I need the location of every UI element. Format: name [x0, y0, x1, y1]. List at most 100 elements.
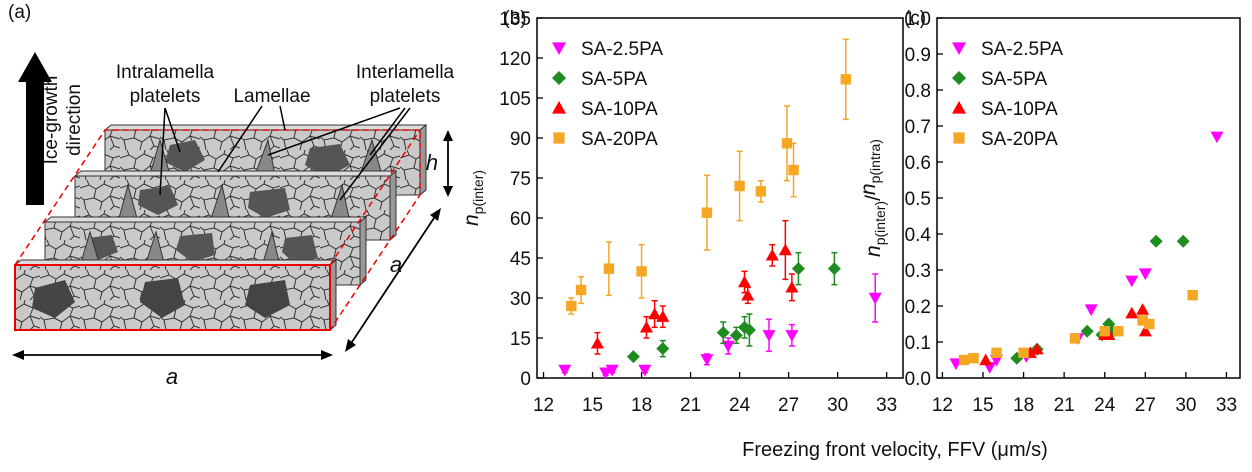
interlamella-label: Interlamella	[356, 62, 455, 83]
y-axis-label: np(inter)	[460, 170, 486, 226]
marker	[781, 138, 793, 149]
marker	[1069, 333, 1081, 344]
y-tick-label: 120	[499, 49, 531, 70]
marker	[700, 354, 714, 366]
marker	[1144, 318, 1155, 330]
marker	[991, 347, 1002, 358]
x-tick-label: 30	[827, 395, 848, 416]
marker	[1136, 303, 1150, 315]
legend-label: SA-10PA	[581, 99, 658, 120]
marker	[738, 275, 752, 288]
x-tick-label: 27	[778, 395, 799, 416]
y-axis-label-part: p(inter)	[470, 170, 486, 214]
marker	[626, 350, 640, 364]
marker	[1210, 131, 1224, 144]
legend-marker	[953, 132, 965, 144]
y-tick-label: 45	[510, 249, 531, 270]
marker	[785, 280, 799, 293]
marker	[827, 262, 841, 276]
marker	[1138, 268, 1152, 281]
marker	[701, 207, 713, 218]
y-tick-label: 75	[510, 169, 531, 190]
leader-lines	[159, 105, 411, 201]
marker	[741, 288, 755, 301]
intralamella-label: platelets	[130, 86, 201, 107]
y-tick-label: 0.1	[905, 333, 931, 354]
marker	[638, 364, 652, 377]
marker	[590, 336, 604, 349]
marker	[566, 300, 577, 312]
marker	[716, 326, 730, 340]
y-axis-label-part: n	[862, 245, 885, 257]
legend-marker	[552, 42, 566, 55]
marker	[765, 248, 779, 261]
legend-label: SA-5PA	[581, 69, 648, 90]
growth-label: Ice-growth	[41, 76, 62, 165]
x-tick-label: 33	[876, 395, 897, 416]
depth-label: a	[390, 252, 402, 277]
x-tick-label: 15	[582, 395, 603, 416]
y-tick-label: 105	[499, 89, 531, 110]
marker	[788, 164, 799, 176]
marker	[558, 364, 572, 377]
marker	[742, 323, 756, 337]
marker	[755, 186, 767, 197]
legend-label: SA-2.5PA	[581, 39, 663, 60]
legend-label: SA-2.5PA	[981, 39, 1063, 60]
marker	[1099, 326, 1110, 337]
panel-label: (a)	[8, 2, 31, 23]
marker	[958, 354, 970, 366]
y-tick-label: 135	[499, 9, 531, 30]
marker	[1176, 234, 1190, 248]
legend-marker	[553, 132, 565, 144]
marker	[1125, 275, 1139, 288]
marker	[979, 353, 993, 366]
dimension-arrows	[12, 130, 453, 360]
panel-label: (b)	[503, 8, 526, 29]
y-tick-label: 0	[520, 369, 531, 390]
panel-label: (c)	[904, 8, 926, 29]
lamellae-stack	[13, 123, 428, 332]
legend-marker	[552, 101, 566, 114]
lamellae-label: Lamellae	[233, 86, 310, 107]
marker	[1018, 347, 1029, 358]
legend-marker	[952, 101, 966, 114]
y-tick-label: 0.8	[905, 81, 931, 102]
growth-arrow	[18, 52, 52, 205]
legend-marker	[552, 71, 566, 85]
marker	[968, 353, 979, 364]
marker	[648, 307, 662, 320]
y-axis-label-part: p(inter)	[872, 201, 888, 245]
marker	[1080, 324, 1094, 338]
plot-frame	[536, 17, 904, 379]
height-label: h	[426, 150, 438, 175]
marker	[1030, 342, 1044, 355]
marker	[778, 243, 792, 256]
marker	[729, 328, 743, 342]
marker	[840, 74, 852, 85]
width-label: a	[166, 364, 178, 389]
x-tick-label: 33	[1216, 395, 1237, 416]
x-tick-label: 21	[1054, 395, 1075, 416]
x-tick-label: 18	[1013, 395, 1034, 416]
lamella	[13, 258, 338, 332]
y-tick-label: 0.0	[905, 369, 931, 390]
marker	[762, 330, 776, 342]
marker	[1138, 324, 1152, 337]
x-tick-label: 12	[932, 395, 953, 416]
x-tick-label: 27	[1135, 395, 1156, 416]
x-tick-label: 15	[972, 395, 993, 416]
y-axis-label: np(inter)/np(intra)	[857, 139, 888, 257]
marker	[605, 364, 619, 377]
x-tick-label: 18	[631, 395, 652, 416]
diagram: (a) Ice-growth direction	[8, 2, 455, 389]
x-tick-label: 12	[533, 395, 554, 416]
y-tick-label: 0.2	[905, 297, 931, 318]
marker	[785, 330, 799, 342]
y-tick-label: 30	[510, 289, 531, 310]
marker	[656, 310, 670, 322]
y-axis-label-part: /	[862, 195, 885, 201]
x-tick-label: 24	[729, 395, 751, 416]
marker	[636, 266, 647, 277]
y-tick-label: 90	[510, 129, 531, 150]
